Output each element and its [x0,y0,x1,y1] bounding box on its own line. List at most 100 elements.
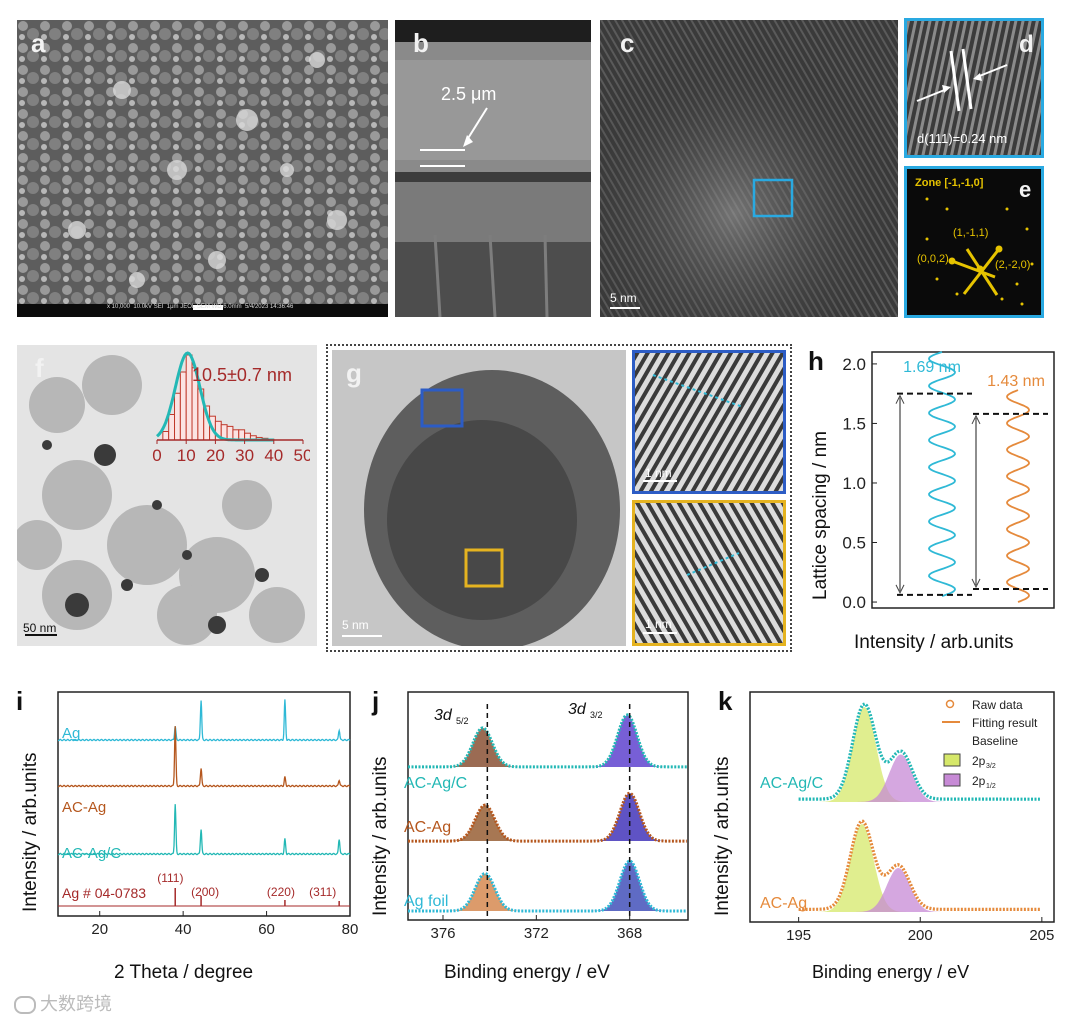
legend-2p32: 2p [972,754,986,768]
panel-b-cross-section: 2.5 μm b [395,20,591,317]
trace-label: AC-Ag [404,819,451,836]
panel-g-hrtem: 5 nm g [332,350,626,646]
panel-h-chart: 0.0 0.5 1.0 1.5 2.0 1.69 nm 1.43 nm Lattice spa… [804,344,1060,660]
xrd-trace [57,726,351,788]
xps-trace [798,819,1040,911]
y-tick-label: 0.5 [842,534,866,553]
panel-label-j: j [372,686,380,716]
xrd-trace [57,804,351,856]
tick-label: 50 [294,446,310,465]
xps-trace [408,859,687,913]
profile-line [928,351,956,597]
y-axis-label: Intensity / arb.units [370,757,391,916]
peak-fill [443,805,527,841]
spot-2-2-0: (2,-2,0) [995,259,1031,271]
arrow-head [895,394,905,404]
lattice-texture [907,21,1041,155]
x-tick-label: 376 [430,925,455,942]
peak-label-32: 3d [568,701,587,718]
x-tick-label: 60 [258,921,275,938]
panel-label-b: b [413,28,429,58]
x-axis-label: 2 Theta / degree [114,962,253,983]
panel-e-diffraction: Zone [-1,-1,0] (1,-1,1) (0,0,2) (2,-2,0)… [904,166,1044,318]
hist-bar [174,392,181,441]
peak-fill [808,824,916,912]
trace-label: AC-Ag [62,799,106,816]
spacing-label: d(111)=0.24 nm [917,131,1008,146]
spot-0-0-2: (0,0,2) [917,253,949,265]
arrow-head [971,414,981,425]
lattice-profile-plot: 0.0 0.5 1.0 1.5 2.0 1.69 nm 1.43 nm Lattice spa… [810,351,1055,653]
hist-bar [179,371,187,441]
trace-label: AC-Ag [760,895,807,912]
x-tick-label: 20 [91,921,108,938]
diffraction-pattern [925,197,1034,306]
inset-blue-scale: 1 nm [645,466,672,480]
y-tick-label: 0.0 [842,593,866,612]
xps-trace [408,791,687,843]
panel-d-lattice: d(111)=0.24 nm d [904,18,1044,158]
trace-label: AC-Ag/C [404,775,467,792]
arrow-head [895,584,905,595]
hkl-label: (200) [191,885,219,899]
scale-label: 5 nm [610,291,637,305]
g-scale-label: 5 nm [342,618,369,632]
tick-label: 10 [177,446,196,465]
x-tick-label: 368 [617,925,642,942]
xps-trace [798,702,1040,801]
peak-fill [443,873,527,911]
hkl-label: (311) [309,885,336,899]
inset-yellow-scale: 1 nm [645,617,672,631]
panel-c-hrtem: 5 nm c [600,20,898,317]
g-particle [332,350,626,646]
y-axis-label: Intensity / arb.units [712,757,733,916]
tick-label: 30 [235,446,254,465]
series-label: 1.69 nm [903,359,961,376]
watermark-icon [14,996,36,1014]
panel-label-i: i [16,686,24,716]
y-tick-label: 1.0 [842,474,866,493]
peak-fill [844,868,952,912]
legend-marker-2p12 [943,773,961,787]
x-tick-label: 200 [908,927,933,944]
x-tick-label: 372 [524,925,549,942]
cross-section-texture [395,20,591,317]
x-tick-label: 40 [175,921,192,938]
hkl-label: (220) [267,885,295,899]
legend-sub: 3/2 [986,763,996,770]
watermark: 大数跨境 [14,990,112,1016]
tem-particles [17,345,317,646]
inset-blue: 1 nm [632,350,786,494]
tick-label: 0 [152,446,161,465]
series-label: 1.43 nm [987,373,1045,390]
spot-1-1-1: (1,-1,1) [953,227,989,239]
legend-marker-raw [945,699,955,709]
peak-fill [810,707,918,802]
xrd-plot: Ag AC-Ag AC-Ag/C (111) (200) (220) (311) Ag # 0… [20,691,358,983]
ref-label: Ag # 04-0783 [62,885,146,901]
peak-sub-32: 3/2 [590,710,603,720]
panel-label-a: a [31,28,46,58]
legend-fit: Fitting result [972,716,1038,730]
tick-label: 20 [206,446,225,465]
fringe-yellow [635,503,783,643]
legend-2p12: 2p [972,774,986,788]
x-axis-label: Binding energy / eV [812,962,969,982]
peak-fill [440,728,525,767]
hist-bar [226,425,234,441]
legend-raw: Raw data [972,698,1023,712]
inset-yellow: 1 nm [632,500,786,646]
x-tick-label: 205 [1029,927,1054,944]
yellow-box [464,548,504,588]
tem-scale-label: 50 nm [23,621,57,635]
peak-fill [585,715,670,767]
profile-line [1006,389,1030,603]
panel-label-f: f [35,353,44,383]
y-axis-label: Lattice spacing / nm [810,431,831,600]
peak-label-52: 3d [434,707,453,724]
panel-label-g: g [346,358,362,388]
plot-frame [407,691,689,921]
plot-frame [57,691,351,917]
thickness-label: 2.5 μm [441,84,497,104]
